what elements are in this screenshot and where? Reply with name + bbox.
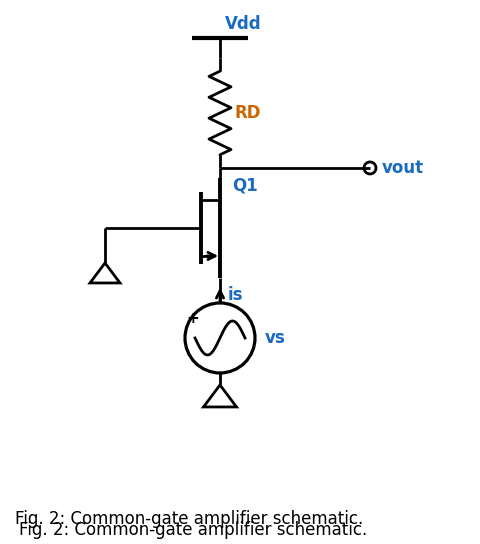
Text: vs: vs — [265, 329, 286, 347]
Text: Q1: Q1 — [232, 177, 258, 195]
Text: Fig. 2: Common-gate amplifier schematic.: Fig. 2: Common-gate amplifier schematic. — [15, 510, 363, 528]
Text: +: + — [187, 311, 199, 326]
Text: Vdd: Vdd — [225, 15, 262, 33]
Text: RD: RD — [234, 104, 261, 122]
Text: vout: vout — [382, 159, 424, 177]
Text: is: is — [228, 286, 243, 304]
Text: Fig. 2: Common-gate amplifier schematic.: Fig. 2: Common-gate amplifier schematic. — [19, 521, 368, 539]
